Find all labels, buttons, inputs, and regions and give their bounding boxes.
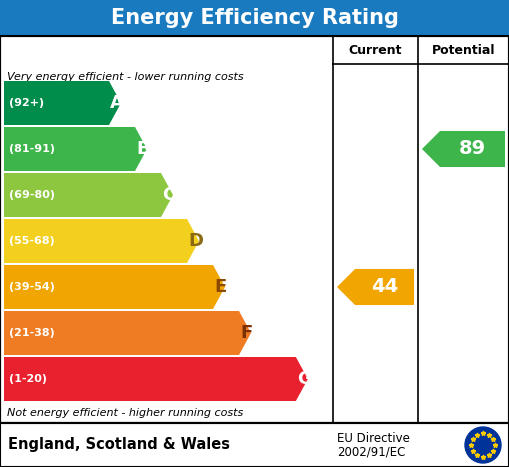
Text: G: G [297,370,312,388]
Polygon shape [337,269,414,305]
Circle shape [465,427,501,463]
Text: Very energy efficient - lower running costs: Very energy efficient - lower running co… [7,72,244,82]
Polygon shape [4,173,173,217]
Text: 2002/91/EC: 2002/91/EC [337,446,405,459]
Text: (1-20): (1-20) [9,374,47,384]
Text: F: F [240,324,252,342]
Polygon shape [4,357,308,401]
Text: Not energy efficient - higher running costs: Not energy efficient - higher running co… [7,408,243,418]
Bar [0,36,509,423]
Text: Energy Efficiency Rating: Energy Efficiency Rating [110,8,399,28]
Text: (69-80): (69-80) [9,190,55,200]
Polygon shape [4,219,199,263]
Bar [0,36,509,423]
Text: (39-54): (39-54) [9,282,55,292]
Text: 89: 89 [459,140,486,158]
Bar [0,423,509,467]
Text: (55-68): (55-68) [9,236,55,246]
Text: England, Scotland & Wales: England, Scotland & Wales [8,438,230,453]
Text: E: E [214,278,226,296]
Text: Potential: Potential [432,43,495,57]
Polygon shape [4,127,147,171]
Text: 44: 44 [371,277,398,297]
Polygon shape [4,265,225,309]
Text: B: B [136,140,150,158]
Text: C: C [162,186,175,204]
Bar [0,0,509,36]
Text: EU Directive: EU Directive [337,432,410,445]
Polygon shape [4,311,251,355]
Text: (21-38): (21-38) [9,328,55,338]
Polygon shape [422,131,505,167]
Polygon shape [4,81,121,125]
Text: D: D [188,232,203,250]
Text: A: A [110,94,124,112]
Text: (81-91): (81-91) [9,144,55,154]
Text: Current: Current [349,43,402,57]
Text: (92+): (92+) [9,98,44,108]
